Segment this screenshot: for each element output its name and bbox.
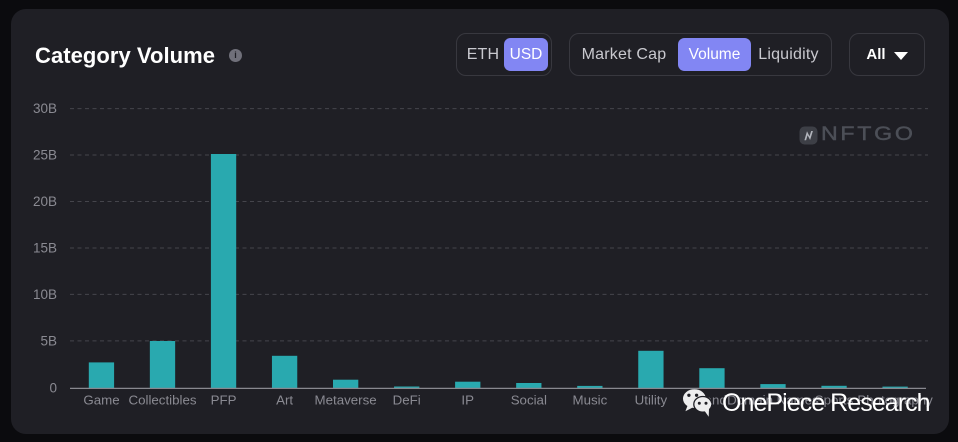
svg-text:Sports: Sports	[815, 393, 854, 408]
svg-text:Metaverse: Metaverse	[315, 393, 377, 408]
svg-text:PFP: PFP	[211, 393, 237, 408]
svg-text:Art: Art	[276, 393, 293, 408]
svg-text:0: 0	[49, 380, 57, 395]
svg-text:Domain Names: Domain Names	[727, 393, 819, 408]
svg-text:20B: 20B	[33, 194, 57, 209]
svg-text:Photography: Photography	[857, 393, 933, 408]
svg-text:30B: 30B	[33, 101, 57, 116]
svg-text:Music: Music	[573, 393, 608, 408]
svg-text:10B: 10B	[33, 287, 57, 302]
svg-text:IP: IP	[461, 393, 474, 408]
svg-text:15B: 15B	[33, 241, 57, 256]
svg-text:25B: 25B	[33, 148, 57, 163]
svg-text:DeFi: DeFi	[393, 393, 421, 408]
svg-text:Collectibles: Collectibles	[129, 393, 197, 408]
svg-text:Game: Game	[83, 393, 119, 408]
svg-text:Utility: Utility	[635, 393, 668, 408]
svg-text:Social: Social	[511, 393, 547, 408]
svg-text:5B: 5B	[40, 333, 57, 348]
